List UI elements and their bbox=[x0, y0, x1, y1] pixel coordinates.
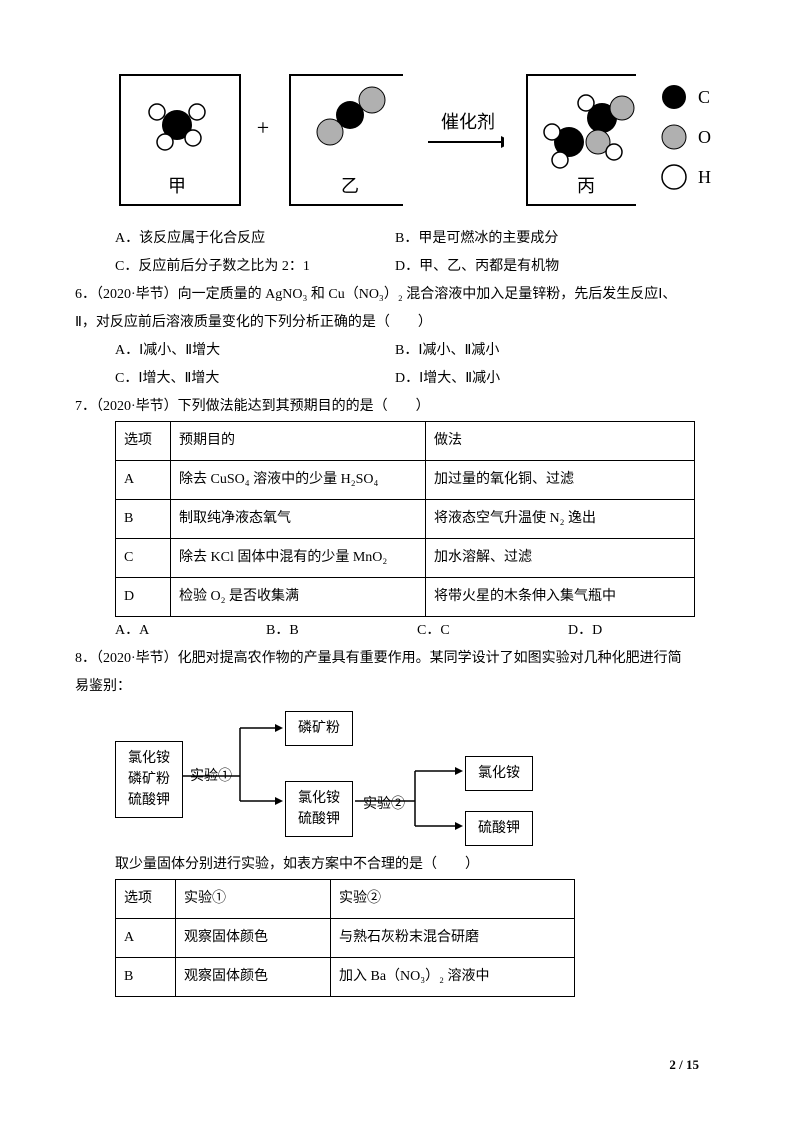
q7-r0c0: A bbox=[116, 461, 171, 500]
q8-r1c0: B bbox=[116, 958, 176, 997]
q8-h2: 实验② bbox=[331, 880, 575, 919]
q8-sub: 取少量固体分别进行实验，如表方案中不合理的是（ ） bbox=[115, 851, 719, 879]
q8-r0c1: 观察固体颜色 bbox=[176, 919, 331, 958]
mol2-label: 乙 bbox=[341, 176, 359, 196]
q8-r1c1: 观察固体颜色 bbox=[176, 958, 331, 997]
q7-r3c1: 检验 O₂ 是否收集满 bbox=[171, 578, 426, 617]
q6-opt-d: D．Ⅰ增大、Ⅱ减小 bbox=[395, 365, 675, 393]
q6-options: A．Ⅰ减小、Ⅱ增大 B．Ⅰ减小、Ⅱ减小 bbox=[115, 337, 719, 365]
q8-flow: 氯化铵磷矿粉硫酸钾 实验① 磷矿粉 氯化铵硫酸钾 实验② 氯化铵 硫酸钾 bbox=[115, 701, 719, 851]
q7-ans-c: C．C bbox=[417, 617, 568, 645]
flow-exp2: 实验② bbox=[363, 791, 405, 819]
flow-out2b: 硫酸钾 bbox=[465, 811, 533, 846]
q7-ans-b: B．B bbox=[266, 617, 417, 645]
legend-c: C bbox=[698, 87, 710, 107]
page-footer: 2 / 15 bbox=[669, 1052, 699, 1078]
q6-opt-b: B．Ⅰ减小、Ⅱ减小 bbox=[395, 337, 675, 365]
flow-out2a: 氯化铵 bbox=[465, 756, 533, 791]
q7-r0c1: 除去 CuSO₄ 溶液中的少量 H₂SO₄ bbox=[171, 461, 426, 500]
q5-options: A．该反应属于化合反应 B．甲是可燃冰的主要成分 bbox=[115, 225, 719, 253]
q8-table: 选项 实验① 实验② A观察固体颜色与熟石灰粉末混合研磨 B观察固体颜色加入 B… bbox=[115, 879, 575, 997]
arrow-svg: 催化剂 bbox=[423, 110, 504, 170]
q6-opt-c: C．Ⅰ增大、Ⅱ增大 bbox=[115, 365, 395, 393]
page-sep: / bbox=[676, 1057, 686, 1072]
q7-r1c1: 制取纯净液态氧气 bbox=[171, 500, 426, 539]
q7-r2c0: C bbox=[116, 539, 171, 578]
flow-mid: 氯化铵硫酸钾 bbox=[285, 781, 353, 837]
legend-o: O bbox=[698, 127, 711, 147]
q5-options-2: C．反应前后分子数之比为 2：1 D．甲、乙、丙都是有机物 bbox=[115, 253, 719, 281]
q7-answers: A．A B．B C．C D．D bbox=[115, 617, 719, 645]
flow-out1: 磷矿粉 bbox=[285, 711, 353, 746]
plus-sign: + bbox=[257, 115, 269, 140]
mol3-label: 丙 bbox=[577, 176, 595, 196]
q7-r2c1: 除去 KCl 固体中混有的少量 MnO₂ bbox=[171, 539, 426, 578]
q7-r3c0: D bbox=[116, 578, 171, 617]
q6-opt-a: A．Ⅰ减小、Ⅱ增大 bbox=[115, 337, 395, 365]
q6-line1: 6．（2020·毕节）向一定质量的 AgNO₃ 和 Cu（NO₃）₂ 混合溶液中… bbox=[75, 281, 719, 309]
flow-start: 氯化铵磷矿粉硫酸钾 bbox=[115, 741, 183, 818]
q7-r0c2: 加过量的氧化铜、过滤 bbox=[426, 461, 695, 500]
q8-stem2: 易鉴别： bbox=[75, 673, 719, 701]
q7-r3c2: 将带火星的木条伸入集气瓶中 bbox=[426, 578, 695, 617]
q7-r1c2: 将液态空气升温使 N₂ 逸出 bbox=[426, 500, 695, 539]
q8-h0: 选项 bbox=[116, 880, 176, 919]
q6-line2: Ⅱ，对反应前后溶液质量变化的下列分析正确的是（ ） bbox=[75, 309, 719, 337]
q7-ans-d: D．D bbox=[568, 617, 719, 645]
q6-options-2: C．Ⅰ增大、Ⅱ增大 D．Ⅰ增大、Ⅱ减小 bbox=[115, 365, 719, 393]
reaction-diagram: 甲 + 乙 催化剂 丙 C O H bbox=[115, 70, 719, 210]
q8-r1c2: 加入 Ba（NO₃）₂ 溶液中 bbox=[331, 958, 575, 997]
q5-opt-a: A．该反应属于化合反应 bbox=[115, 225, 395, 253]
reactants-svg: 甲 + 乙 bbox=[115, 70, 403, 210]
q7-h2: 做法 bbox=[426, 422, 695, 461]
page-total: 15 bbox=[686, 1057, 699, 1072]
q7-h0: 选项 bbox=[116, 422, 171, 461]
arrow-label: 催化剂 bbox=[441, 112, 495, 132]
q7-table: 选项 预期目的 做法 A除去 CuSO₄ 溶液中的少量 H₂SO₄加过量的氧化铜… bbox=[115, 421, 695, 617]
q7-stem: 7．（2020·毕节）下列做法能达到其预期目的的是（ ） bbox=[75, 393, 719, 421]
q7-r2c2: 加水溶解、过滤 bbox=[426, 539, 695, 578]
q7-r1c0: B bbox=[116, 500, 171, 539]
q5-opt-c: C．反应前后分子数之比为 2：1 bbox=[115, 253, 395, 281]
q7-h1: 预期目的 bbox=[171, 422, 426, 461]
q8-r0c2: 与熟石灰粉末混合研磨 bbox=[331, 919, 575, 958]
q7-ans-a: A．A bbox=[115, 617, 266, 645]
legend-h: H bbox=[698, 167, 711, 187]
flow-exp1: 实验① bbox=[190, 763, 232, 791]
mol1-label: 甲 bbox=[168, 176, 186, 196]
q5-opt-d: D．甲、乙、丙都是有机物 bbox=[395, 253, 675, 281]
q8-stem1: 8．（2020·毕节）化肥对提高农作物的产量具有重要作用。某同学设计了如图实验对… bbox=[75, 645, 719, 673]
q8-r0c0: A bbox=[116, 919, 176, 958]
legend-svg: C O H bbox=[656, 75, 719, 205]
q5-opt-b: B．甲是可燃冰的主要成分 bbox=[395, 225, 675, 253]
product-svg: 丙 bbox=[524, 70, 636, 210]
q8-h1: 实验① bbox=[176, 880, 331, 919]
